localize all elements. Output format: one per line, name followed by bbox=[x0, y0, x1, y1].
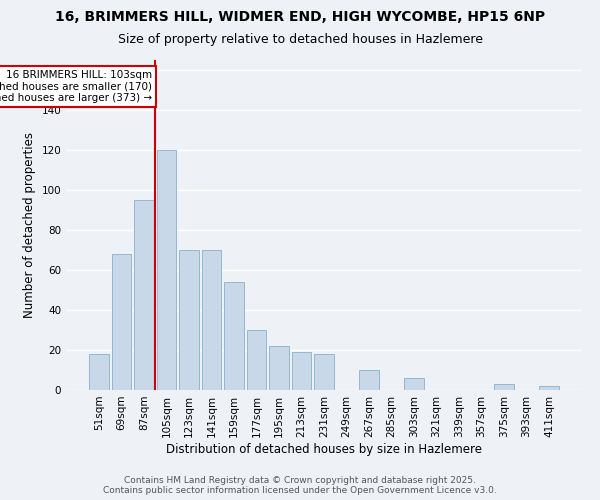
Bar bbox=[157, 150, 176, 390]
Text: Size of property relative to detached houses in Hazlemere: Size of property relative to detached ho… bbox=[118, 32, 482, 46]
Y-axis label: Number of detached properties: Number of detached properties bbox=[23, 132, 36, 318]
Bar bbox=[292, 352, 311, 390]
Bar bbox=[269, 346, 289, 390]
Bar bbox=[494, 384, 514, 390]
Text: 16, BRIMMERS HILL, WIDMER END, HIGH WYCOMBE, HP15 6NP: 16, BRIMMERS HILL, WIDMER END, HIGH WYCO… bbox=[55, 10, 545, 24]
Bar bbox=[247, 330, 266, 390]
Text: 16 BRIMMERS HILL: 103sqm
← 31% of detached houses are smaller (170)
68% of semi-: 16 BRIMMERS HILL: 103sqm ← 31% of detach… bbox=[0, 70, 152, 103]
Text: Contains HM Land Registry data © Crown copyright and database right 2025.
Contai: Contains HM Land Registry data © Crown c… bbox=[103, 476, 497, 495]
Bar bbox=[89, 354, 109, 390]
Bar bbox=[359, 370, 379, 390]
Bar bbox=[404, 378, 424, 390]
Bar bbox=[539, 386, 559, 390]
Bar bbox=[134, 200, 154, 390]
Bar bbox=[202, 250, 221, 390]
Bar bbox=[314, 354, 334, 390]
Bar bbox=[179, 250, 199, 390]
Bar bbox=[224, 282, 244, 390]
Bar bbox=[112, 254, 131, 390]
X-axis label: Distribution of detached houses by size in Hazlemere: Distribution of detached houses by size … bbox=[166, 442, 482, 456]
